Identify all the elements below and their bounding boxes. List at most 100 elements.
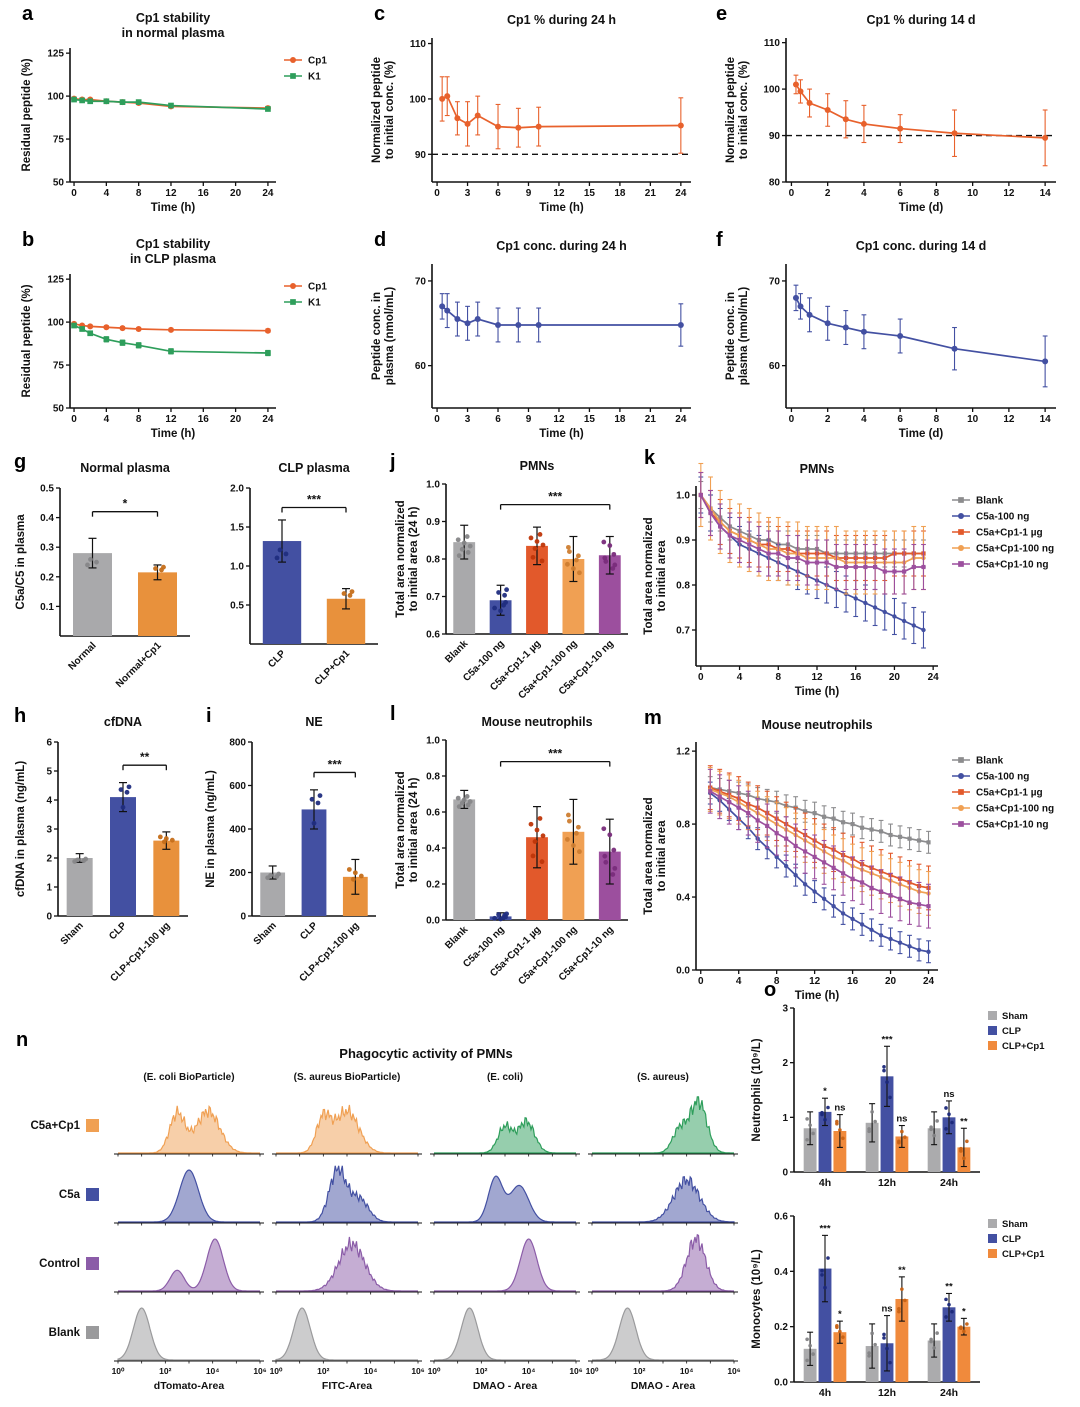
svg-text:5: 5 [46, 767, 52, 778]
panel-label-a: a [22, 3, 34, 25]
svg-text:Time (h): Time (h) [151, 428, 196, 440]
svg-text:0.5: 0.5 [230, 601, 244, 612]
svg-text:12: 12 [553, 188, 565, 199]
svg-text:1.0: 1.0 [426, 480, 440, 491]
svg-text:Residual peptide (%): Residual peptide (%) [21, 58, 33, 171]
svg-text:0.0: 0.0 [426, 916, 440, 927]
chart-c5a-clp-plasma: 0.5 1.0 1.5 2.0 CLP plasma CLP CLP+Cp1 *** [202, 458, 388, 708]
svg-text:***: *** [819, 1223, 830, 1234]
svg-text:14: 14 [1040, 188, 1052, 199]
svg-text:ns: ns [881, 1304, 892, 1315]
svg-text:0: 0 [789, 188, 795, 199]
chart-ne: 0 200 400 600 800 NE in plasma (ng/mL) NE Sham C… [202, 712, 388, 1012]
svg-text:NE in plasma (ng/mL): NE in plasma (ng/mL) [205, 770, 217, 888]
svg-text:8: 8 [775, 672, 781, 683]
svg-text:ns: ns [834, 1103, 845, 1114]
svg-text:0: 0 [698, 976, 704, 987]
svg-text:24: 24 [928, 672, 940, 683]
svg-text:CLP plasma: CLP plasma [278, 461, 350, 475]
svg-text:dTomato-Area: dTomato-Area [154, 1380, 225, 1392]
svg-text:15: 15 [584, 188, 596, 199]
svg-text:Peptide conc. in: Peptide conc. in [725, 292, 737, 380]
svg-text:in CLP plasma: in CLP plasma [130, 252, 217, 266]
panel-label-i: i [206, 705, 212, 727]
svg-text:24h: 24h [940, 1177, 958, 1189]
svg-text:21: 21 [645, 188, 657, 199]
svg-text:4: 4 [104, 414, 110, 425]
svg-text:18: 18 [614, 188, 626, 199]
svg-text:50: 50 [53, 178, 65, 189]
chart-monocyte-counts: 0.0 0.2 0.4 0.6 Monocytes (10⁹/L) 4h 12h 24h ***… [748, 1196, 1076, 1406]
svg-text:Time (h): Time (h) [151, 202, 196, 214]
svg-text:C5a+Cp1-10 ng: C5a+Cp1-10 ng [976, 560, 1049, 571]
svg-text:**: ** [960, 1116, 968, 1127]
svg-text:Time (h): Time (h) [795, 990, 840, 1002]
chart-cp1-stability-clp-plasma: 50 75 100 125 0 4 8 12 16 20 24 Time (h) Residual pe… [18, 234, 360, 454]
svg-text:125: 125 [47, 275, 64, 286]
svg-text:10²: 10² [159, 1366, 171, 1376]
svg-text:*: * [123, 497, 128, 511]
svg-text:3: 3 [465, 414, 471, 425]
svg-text:to initial area: to initial area [656, 540, 668, 612]
svg-text:2: 2 [825, 188, 831, 199]
svg-text:24: 24 [262, 414, 274, 425]
chart-cp1-stability-normal-plasma: 50 75 100 125 0 4 8 12 16 20 24 Time (h) Residual pe… [18, 8, 360, 228]
svg-text:0.6: 0.6 [426, 630, 440, 641]
svg-text:1.2: 1.2 [676, 747, 690, 758]
panel-label-o: o [764, 979, 777, 1001]
svg-text:0.9: 0.9 [426, 517, 440, 528]
svg-text:C5a+Cp1-1 µg: C5a+Cp1-1 µg [976, 788, 1043, 799]
svg-text:Time (h): Time (h) [795, 686, 840, 698]
svg-text:4h: 4h [819, 1177, 831, 1189]
svg-text:*: * [838, 1309, 842, 1320]
svg-text:***: *** [307, 493, 321, 507]
svg-text:110: 110 [410, 39, 427, 50]
svg-text:0.4: 0.4 [426, 844, 440, 855]
svg-text:400: 400 [229, 825, 246, 836]
panel-label-l: l [390, 703, 396, 725]
svg-text:2: 2 [46, 854, 52, 865]
svg-text:*: * [823, 1086, 827, 1097]
svg-text:0.7: 0.7 [676, 626, 690, 637]
svg-text:1.0: 1.0 [230, 562, 244, 573]
svg-text:to initial conc. (%): to initial conc. (%) [738, 61, 750, 160]
svg-text:Blank: Blank [49, 1327, 81, 1339]
svg-text:9: 9 [526, 188, 532, 199]
svg-text:1.0: 1.0 [426, 736, 440, 747]
chart-pmns-timecourse: 0.7 0.8 0.9 1.0 0 4 8 12 16 20 24 Time (h) Total are… [640, 460, 1078, 712]
svg-text:4: 4 [46, 796, 52, 807]
svg-text:24: 24 [923, 976, 935, 987]
svg-text:Normal: Normal [66, 640, 98, 672]
svg-text:***: *** [328, 757, 342, 771]
svg-text:ns: ns [896, 1114, 907, 1125]
svg-text:Mouse neutrophils: Mouse neutrophils [761, 718, 872, 732]
svg-text:10²: 10² [317, 1366, 329, 1376]
svg-text:0: 0 [789, 414, 795, 425]
svg-text:0: 0 [434, 414, 440, 425]
svg-text:(E. coli BioParticle): (E. coli BioParticle) [143, 1072, 234, 1083]
svg-text:C5a-100 ng: C5a-100 ng [976, 772, 1029, 783]
svg-text:CLP: CLP [1002, 1234, 1022, 1245]
svg-text:100: 100 [47, 92, 64, 103]
svg-text:PMNs: PMNs [800, 462, 835, 476]
svg-text:0.8: 0.8 [426, 772, 440, 783]
svg-text:0.5: 0.5 [40, 484, 54, 495]
svg-text:125: 125 [47, 49, 64, 60]
svg-text:100: 100 [763, 85, 780, 96]
svg-text:1.0: 1.0 [676, 491, 690, 502]
svg-text:24h: 24h [940, 1387, 958, 1399]
svg-text:10⁴: 10⁴ [364, 1366, 378, 1376]
svg-text:Total area normalized: Total area normalized [643, 517, 655, 634]
svg-text:C5a: C5a [59, 1189, 81, 1201]
svg-text:75: 75 [53, 361, 65, 372]
svg-text:24: 24 [675, 414, 687, 425]
svg-text:6: 6 [495, 414, 501, 425]
svg-text:Cp1 conc. during 14 d: Cp1 conc. during 14 d [856, 239, 987, 253]
panel-label-f: f [716, 229, 723, 251]
svg-text:CLP+Cp1: CLP+Cp1 [313, 648, 353, 688]
svg-text:Cp1 conc. during 24 h: Cp1 conc. during 24 h [496, 239, 627, 253]
svg-text:16: 16 [847, 976, 859, 987]
svg-text:3: 3 [465, 188, 471, 199]
svg-text:75: 75 [53, 135, 65, 146]
svg-text:CLP: CLP [266, 648, 288, 670]
